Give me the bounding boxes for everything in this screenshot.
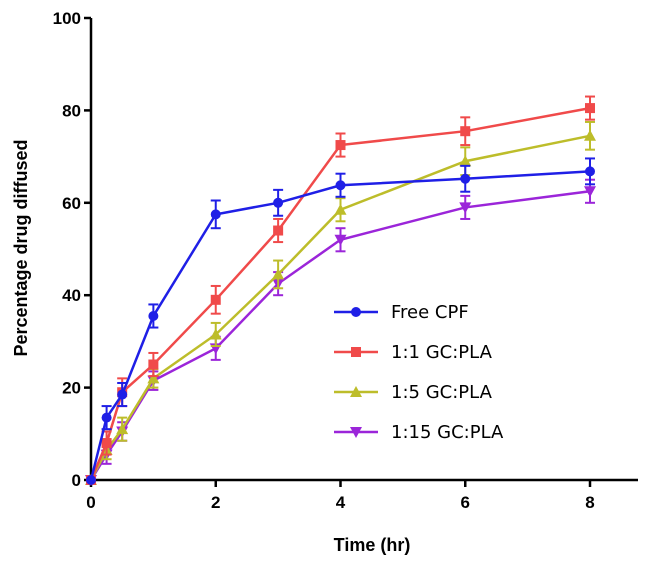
legend-marker (351, 347, 361, 357)
x-tick-label: 8 (585, 493, 594, 512)
x-axis-title: Time (hr) (334, 535, 411, 555)
legend-label: 1:1 GC:PLA (391, 342, 493, 363)
y-axis-title-group: Percentage drug diffused (11, 139, 31, 356)
data-point (86, 475, 96, 485)
data-point (335, 140, 346, 151)
data-point (584, 129, 596, 141)
series-1 (86, 157, 595, 485)
data-point (460, 173, 471, 184)
legend-label: 1:5 GC:PLA (391, 382, 493, 403)
data-point (209, 328, 222, 340)
x-tick-label: 6 (461, 493, 470, 512)
data-point (334, 203, 347, 215)
data-point (335, 180, 346, 191)
legend-marker (350, 386, 362, 397)
legend-label: Free CPF (391, 302, 469, 323)
plot-area: 0 20 40 60 80 100 0 2 4 6 8 Free CPF 1:1 GC:PLA 1:5 G… (53, 9, 638, 512)
data-point (210, 209, 221, 220)
data-point (148, 310, 159, 321)
legend-label: 1:15 GC:PLA (391, 422, 504, 443)
data-point (101, 412, 112, 423)
data-point (585, 166, 595, 177)
data-point (585, 103, 595, 114)
data-point (148, 359, 159, 370)
y-tick-label: 0 (72, 471, 81, 490)
data-point (460, 126, 471, 137)
x-tick-label: 2 (211, 493, 220, 512)
legend: Free CPF 1:1 GC:PLA 1:5 GC:PLA 1:15 GC:PLA (334, 302, 504, 443)
y-tick-label: 40 (62, 286, 81, 305)
data-point (584, 186, 596, 198)
data-point (459, 155, 472, 167)
data-point (273, 225, 284, 236)
data-point (117, 389, 128, 400)
data-point (334, 234, 347, 246)
y-tick-label: 100 (53, 9, 81, 28)
data-point (101, 438, 112, 449)
y-tick-label: 80 (62, 101, 81, 120)
x-tick-label: 4 (336, 493, 346, 512)
data-point (116, 423, 129, 435)
legend-marker (350, 427, 362, 438)
data-point (147, 372, 160, 384)
legend-marker (351, 307, 361, 317)
series-4 (85, 178, 596, 486)
data-point (273, 197, 284, 208)
series-2 (86, 95, 595, 485)
y-tick-label: 60 (62, 194, 81, 213)
data-point (272, 268, 285, 280)
x-tick-label: 0 (86, 493, 95, 512)
data-point (210, 294, 221, 305)
data-point (459, 202, 472, 214)
y-axis-title: Percentage drug diffused (11, 139, 31, 356)
y-tick-label: 20 (62, 379, 81, 398)
